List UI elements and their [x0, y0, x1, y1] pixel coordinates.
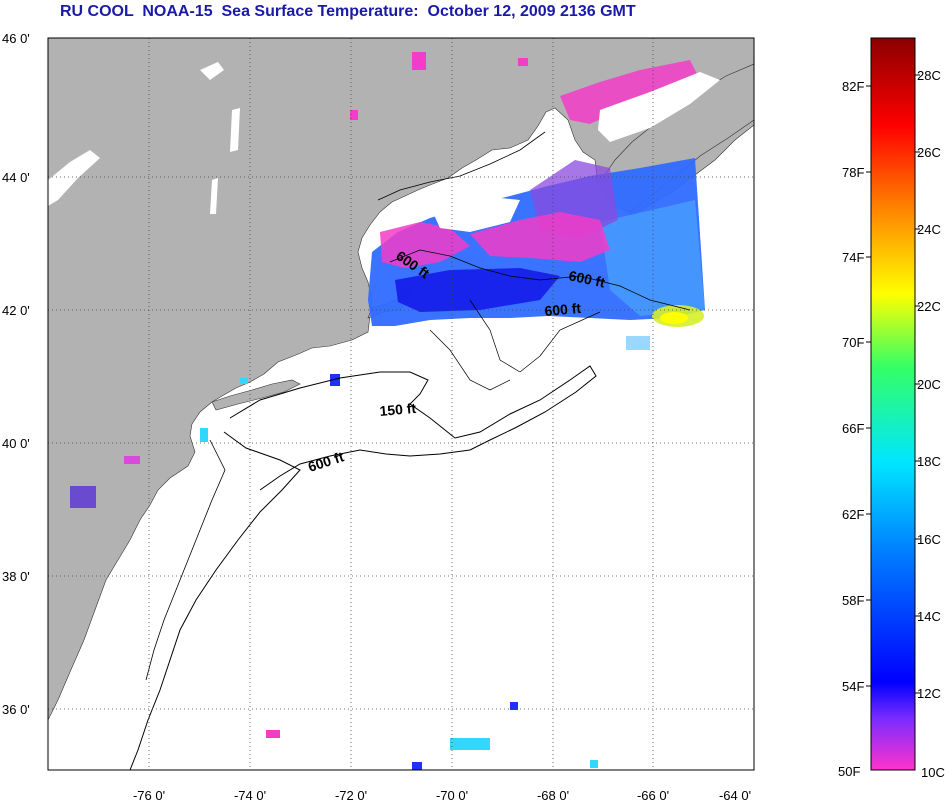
- colorbar-c-label: 14C: [917, 609, 941, 624]
- sst-pixel: [626, 336, 650, 350]
- colorbar-f-label: 62F: [842, 507, 864, 522]
- colorbar-c-label: 22C: [917, 299, 941, 314]
- sst-swath-magenta: [560, 60, 700, 124]
- land-long-island: [211, 379, 301, 411]
- isobath-gom: [389, 249, 691, 311]
- coast-detail: [377, 131, 546, 201]
- sst-pixel: [70, 486, 96, 508]
- lake-white: [230, 108, 240, 152]
- sst-pixel: [240, 378, 248, 384]
- lon-tick-label: -72 0': [335, 788, 367, 803]
- lon-tick-label: -64 0': [719, 788, 751, 803]
- lat-tick-label: 42 0': [2, 303, 30, 318]
- lat-tick-label: 44 0': [2, 170, 30, 185]
- colorbar-c-label: 24C: [917, 222, 941, 237]
- lat-tick-label: 38 0': [2, 569, 30, 584]
- sst-pixel: [330, 374, 340, 386]
- lake-white: [48, 150, 100, 206]
- colorbar-c-label: 12C: [917, 686, 941, 701]
- colorbar-c-label: 26C: [917, 145, 941, 160]
- isobath-gom: [429, 329, 511, 391]
- sst-pixel: [590, 760, 598, 768]
- sst-swath-magenta: [380, 222, 470, 268]
- sst-warm-spot: [660, 312, 688, 324]
- sst-swath-magenta: [470, 212, 610, 262]
- sst-swath-lightblue: [600, 200, 705, 316]
- sst-pixel: [412, 762, 422, 770]
- isobath-150ft: [229, 365, 597, 491]
- lon-tick-label: -76 0': [133, 788, 165, 803]
- lat-tick-label: 46 0': [2, 31, 30, 46]
- colorbar-c-label: 20C: [917, 377, 941, 392]
- colorbar-f-label: 54F: [842, 679, 864, 694]
- colorbar-f-label: 58F: [842, 593, 864, 608]
- map-frame: [47, 37, 755, 771]
- colorbar-f-label: 82F: [842, 79, 864, 94]
- colorbar-c-label: 28C: [917, 68, 941, 83]
- grid-lines: [48, 38, 754, 770]
- sst-pixel: [124, 456, 140, 464]
- isobath-600ft: [129, 431, 301, 770]
- sst-pixel: [412, 52, 426, 70]
- colorbar-f-label: 66F: [842, 421, 864, 436]
- lon-tick-label: -66 0': [637, 788, 669, 803]
- sst-pixel: [350, 110, 358, 120]
- depth-label: 150 ft: [379, 400, 417, 419]
- lake-white: [200, 62, 224, 80]
- colorbar: [870, 37, 916, 771]
- sst-pixel: [200, 428, 208, 442]
- isobath-600ft: [145, 439, 226, 681]
- depth-label: 600 ft: [567, 267, 606, 290]
- lon-tick-label: -74 0': [234, 788, 266, 803]
- colorbar-f-label: 74F: [842, 250, 864, 265]
- colorbar-f-label: 78F: [842, 165, 864, 180]
- colorbar-c-label: 10C: [921, 765, 945, 780]
- colorbar-f-label: 70F: [842, 335, 864, 350]
- lon-tick-label: -68 0': [537, 788, 569, 803]
- lat-tick-label: 36 0': [2, 702, 30, 717]
- sst-pixel: [450, 738, 490, 750]
- lat-tick-label: 40 0': [2, 436, 30, 451]
- sst-swath-deepblue: [395, 268, 560, 312]
- lake-white: [210, 178, 218, 214]
- lon-tick-label: -70 0': [436, 788, 468, 803]
- colorbar-f-label: 50F: [838, 764, 860, 779]
- colorbar-c-label: 16C: [917, 532, 941, 547]
- depth-label: 600 ft: [544, 300, 582, 319]
- sst-pixel: [510, 702, 518, 710]
- sst-cloud-white: [430, 196, 520, 232]
- sst-pixel: [518, 58, 528, 66]
- colorbar-c-label: 18C: [917, 454, 941, 469]
- isobath-gom: [469, 299, 601, 373]
- map-title: RU COOL NOAA-15 Sea Surface Temperature:…: [60, 3, 636, 20]
- sst-cloud-white: [598, 72, 720, 142]
- sst-pixel: [266, 730, 280, 738]
